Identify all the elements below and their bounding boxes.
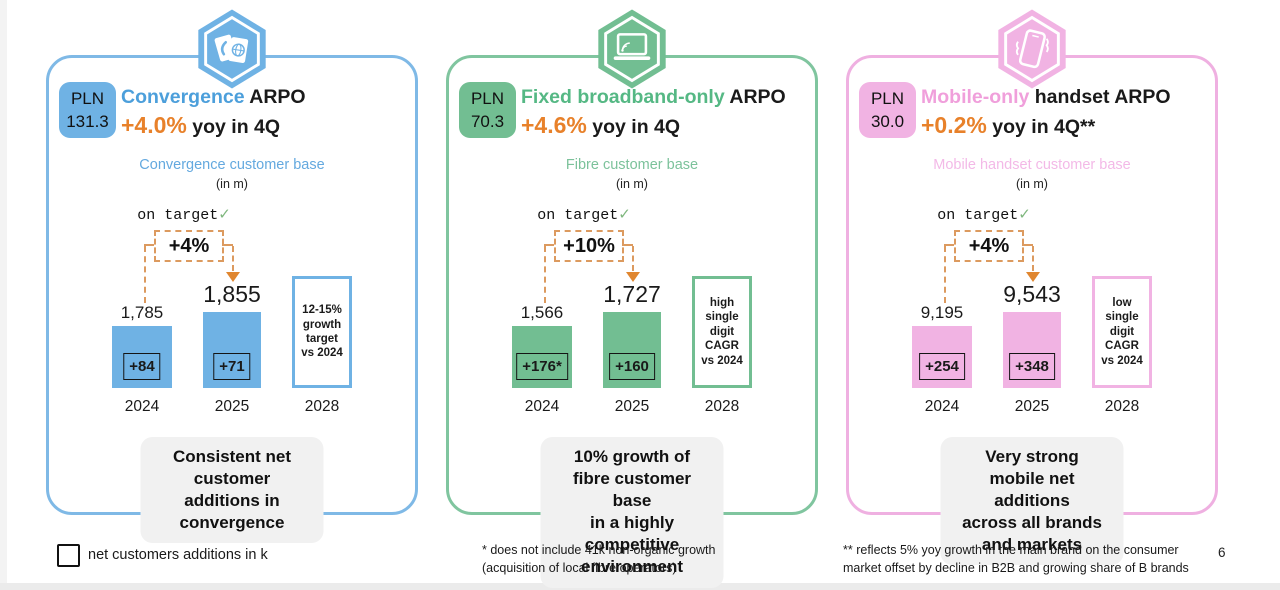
legend-square-icon <box>57 544 80 567</box>
yoy-growth: +4.0% yoy in 4Q <box>121 112 281 138</box>
footnote-fibre: * does not include 41k non-organic growt… <box>482 543 716 576</box>
dashed-connector <box>232 246 234 271</box>
bar-value-2024: 9,195 <box>920 303 964 322</box>
target-2028-box: low single digit CAGR vs 2024 <box>1092 276 1152 388</box>
on-target-label: on target✓ <box>937 206 1031 224</box>
panel-title: Mobile-only handset ARPO <box>921 86 1171 108</box>
check-icon: ✓ <box>1018 206 1031 223</box>
net-additions-box: +84 <box>123 353 161 380</box>
chart-unit: (in m) <box>616 177 648 191</box>
check-icon: ✓ <box>618 206 631 223</box>
panel-convergence: PLN 131.3 Convergence ARPO +4.0% yoy in 4… <box>46 9 418 544</box>
kpi-badge: PLN 131.3 <box>59 82 116 138</box>
x-label-2024: 2024 <box>124 398 160 415</box>
arrow-down-icon <box>1026 272 1040 282</box>
panel-title: Fixed broadband-only ARPO <box>521 86 786 108</box>
x-label-2025: 2025 <box>1014 398 1050 415</box>
x-label-2024: 2024 <box>524 398 560 415</box>
arrow-down-icon <box>226 272 240 282</box>
bar-value-2024: 1,566 <box>520 303 564 322</box>
yoy-growth: +0.2% yoy in 4Q** <box>921 112 1096 138</box>
dashed-connector <box>544 246 546 303</box>
net-additions-box: +348 <box>1009 353 1055 380</box>
page-number: 6 <box>1218 545 1226 560</box>
panel-title: Convergence ARPO <box>121 86 306 108</box>
dashed-connector <box>222 244 233 246</box>
net-additions-box: +176* <box>516 353 568 380</box>
bar-2025: +348 <box>1003 312 1061 388</box>
yoy-growth: +4.6% yoy in 4Q <box>521 112 681 138</box>
dashed-connector <box>944 246 946 303</box>
bar-2024: +254 <box>912 326 972 388</box>
chart-title: Fibre customer base <box>565 157 699 173</box>
arrow-down-icon <box>626 272 640 282</box>
kpi-badge: PLN 30.0 <box>859 82 916 138</box>
x-label-2024: 2024 <box>924 398 960 415</box>
dashed-connector <box>622 244 633 246</box>
laptop-wifi-icon <box>595 8 669 90</box>
target-2028-box: 12-15% growth target vs 2024 <box>292 276 352 388</box>
dashed-connector <box>144 246 146 303</box>
x-label-2025: 2025 <box>214 398 250 415</box>
net-additions-box: +160 <box>609 353 655 380</box>
dashed-connector <box>944 244 954 246</box>
chart-unit: (in m) <box>1016 177 1048 191</box>
net-additions-box: +254 <box>919 353 965 380</box>
growth-annotation-box: +4% <box>154 230 224 262</box>
bar-2024: +84 <box>112 326 172 388</box>
on-target-label: on target✓ <box>137 206 231 224</box>
smartphone-icon <box>995 8 1069 90</box>
dashed-connector <box>144 244 154 246</box>
x-label-2028: 2028 <box>304 398 340 415</box>
dashed-connector <box>1022 244 1033 246</box>
bar-value-2025: 1,855 <box>203 281 261 307</box>
chart-title: Convergence customer base <box>139 157 325 173</box>
chart-title: Mobile handset customer base <box>933 157 1131 173</box>
chart-unit: (in m) <box>216 177 248 191</box>
panel-mobile-only: PLN 30.0 Mobile-only handset ARPO +0.2% y… <box>846 9 1218 566</box>
target-2028-box: high single digit CAGR vs 2024 <box>692 276 752 388</box>
growth-annotation-box: +4% <box>954 230 1024 262</box>
bar-2025: +160 <box>603 312 661 388</box>
check-icon: ✓ <box>218 206 231 223</box>
bar-value-2024: 1,785 <box>120 303 164 322</box>
panel-fixed-broadband: PLN 70.3 Fixed broadband-only ARPO +4.6% … <box>446 9 818 588</box>
x-label-2028: 2028 <box>704 398 740 415</box>
dashed-connector <box>544 244 554 246</box>
key-message-callout: 10% growth of fibre customer base in a h… <box>540 437 724 588</box>
net-additions-box: +71 <box>213 353 251 380</box>
footnote-mobile: ** reflects 5% yoy growth in the main br… <box>843 543 1189 576</box>
bar-value-2025: 1,727 <box>603 281 661 307</box>
bar-value-2025: 9,543 <box>1003 281 1061 307</box>
dashed-connector <box>1032 246 1034 271</box>
growth-annotation-box: +10% <box>554 230 624 262</box>
key-message-callout: Very strong mobile net additions across … <box>940 437 1124 566</box>
convergence-cards-globe-icon <box>195 8 269 90</box>
key-message-callout: Consistent net customer additions in con… <box>140 437 324 544</box>
x-label-2028: 2028 <box>1104 398 1140 415</box>
dashed-connector <box>632 246 634 271</box>
legend-label: net customers additions in k <box>88 547 268 563</box>
bar-2025: +71 <box>203 312 261 388</box>
bar-2024: +176* <box>512 326 572 388</box>
x-label-2025: 2025 <box>614 398 650 415</box>
kpi-badge: PLN 70.3 <box>459 82 516 138</box>
left-edge-strip <box>0 0 7 590</box>
on-target-label: on target✓ <box>537 206 631 224</box>
